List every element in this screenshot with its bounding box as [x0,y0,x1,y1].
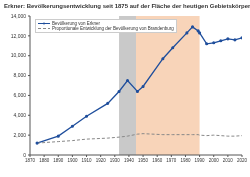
svg-text:1910: 1910 [82,158,93,163]
svg-text:2020: 2020 [237,158,242,163]
svg-text:1990: 1990 [195,158,206,163]
svg-text:1980: 1980 [180,158,191,163]
svg-text:1940: 1940 [124,158,135,163]
svg-text:14,000: 14,000 [11,13,27,19]
svg-text:1950: 1950 [138,158,149,163]
svg-text:2000: 2000 [209,158,220,163]
svg-text:1870: 1870 [25,158,36,163]
svg-text:2,000: 2,000 [13,132,26,138]
svg-text:1930: 1930 [110,158,121,163]
svg-text:2010: 2010 [223,158,234,163]
svg-text:1920: 1920 [96,158,107,163]
svg-text:1880: 1880 [39,158,50,163]
svg-text:6,000: 6,000 [13,92,26,98]
svg-text:1960: 1960 [152,158,163,163]
svg-text:4,000: 4,000 [13,112,26,118]
svg-text:8,000: 8,000 [13,72,26,78]
html-text:Proportionale Entwicklung der: Proportionale Entwicklung der Bevölkerun… [52,26,174,31]
svg-text:12,000: 12,000 [11,33,27,39]
svg-text:1900: 1900 [67,158,78,163]
svg-text:1890: 1890 [53,158,64,163]
html-text:Bevölkerung von Erkner: Bevölkerung von Erkner [52,21,100,26]
svg-text:0: 0 [23,152,26,158]
svg-text:1970: 1970 [166,158,177,163]
svg-text:10,000: 10,000 [11,52,27,58]
